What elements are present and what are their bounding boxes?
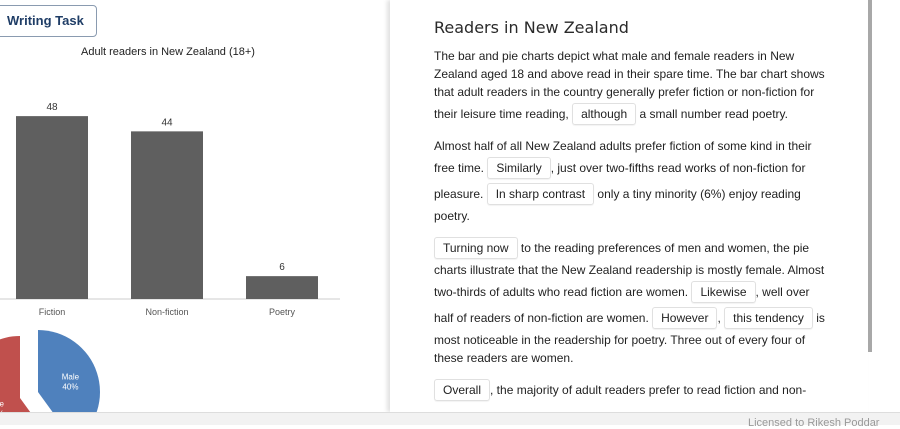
article-title: Readers in New Zealand (434, 18, 629, 37)
chart: Adult readers in New Zealand (18+) 48 Fic… (0, 46, 340, 412)
value-label: 6 (279, 262, 285, 273)
text: to the reading preferences of men and wo… (434, 241, 825, 299)
scrollbar[interactable] (868, 0, 872, 352)
left-panel: Adult readers in New Zealand (18+) 48 Fic… (0, 0, 388, 412)
right-panel: Readers in New Zealand The bar and pie c… (390, 0, 868, 412)
writing-task-button[interactable]: Writing Task (0, 5, 97, 37)
chart-title: Adult readers in New Zealand (18+) (81, 46, 255, 58)
pie-slice (38, 330, 100, 412)
footer: Licensed to Rikesh Poddar (0, 412, 900, 429)
linker-chip[interactable]: this tendency (724, 307, 813, 329)
linker-chip[interactable]: although (572, 103, 637, 125)
x-tick-label: Poetry (269, 307, 296, 317)
x-tick-label: Non-fiction (145, 307, 188, 317)
linker-chip[interactable]: Likewise (691, 281, 756, 303)
text: , just over two-fifths read works of non… (434, 161, 806, 201)
pie-value-label: 60% (0, 410, 4, 412)
bar (16, 116, 88, 300)
text: is most noticeable in the readership for… (434, 311, 825, 365)
paragraph: The bar and pie charts depict what male … (434, 47, 830, 127)
license: Licensed to Rikesh Poddar (748, 417, 880, 429)
x-tick-label: Fiction (39, 307, 66, 317)
article: Readers in New Zealand The bar and pie c… (434, 18, 830, 412)
paragraph: Almost half of all New Zealand adults pr… (434, 137, 830, 225)
paragraph: Overall, the majority of adult readers p… (434, 377, 830, 403)
text: The bar and pie charts depict what male … (434, 49, 825, 121)
bar (131, 131, 203, 299)
text: Almost half of all New Zealand adults pr… (434, 139, 812, 175)
value-label: 44 (161, 117, 173, 128)
bar (246, 276, 318, 299)
paragraph: Turning now to the reading preferences o… (434, 235, 830, 367)
value-label: 48 (46, 102, 58, 113)
linker-chip[interactable]: However (652, 307, 718, 329)
text: only a tiny minority (6%) enjoy reading … (434, 187, 801, 223)
linker-chip[interactable]: In sharp contrast (486, 183, 595, 205)
text: , the majority of adult readers prefer t… (490, 383, 807, 397)
linker-chip[interactable]: Similarly (487, 157, 551, 179)
pie-label: Male (62, 372, 80, 381)
pie-value-label: 40% (62, 382, 78, 391)
text: , well over half of readers of non-ficti… (434, 285, 810, 325)
linker-chip[interactable]: Turning now (434, 237, 518, 259)
text: a small number read poetry. (636, 107, 788, 121)
text: , (717, 311, 725, 325)
pie-label: Female (0, 400, 5, 409)
pie-slice (0, 336, 31, 412)
linker-chip[interactable]: Overall (434, 379, 491, 401)
